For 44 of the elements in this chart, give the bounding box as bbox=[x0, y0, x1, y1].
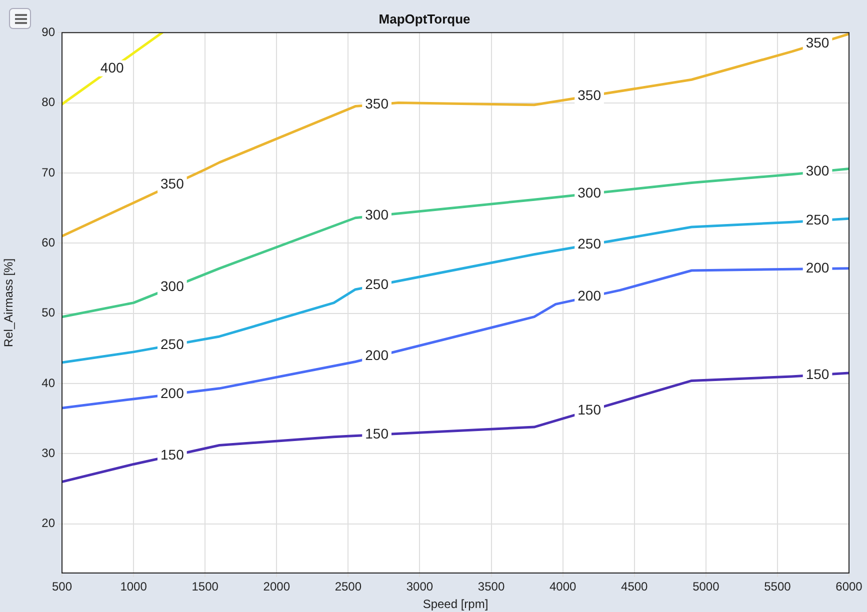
x-tick-label: 2500 bbox=[334, 580, 362, 594]
x-tick-label: 5000 bbox=[692, 580, 720, 594]
x-tick-label: 500 bbox=[52, 580, 72, 594]
text: 150 bbox=[578, 402, 601, 418]
text: 150 bbox=[365, 426, 388, 442]
y-tick-label: 60 bbox=[42, 235, 56, 250]
text: 200 bbox=[806, 260, 830, 276]
y-tick-label: 30 bbox=[42, 446, 56, 460]
x-axis-title: Speed [rpm] bbox=[422, 597, 488, 612]
x-tick-label: 4000 bbox=[549, 580, 576, 594]
series-label: 350 bbox=[365, 95, 389, 112]
x-tick-label: 2000 bbox=[263, 580, 290, 594]
series-label: 250 bbox=[806, 211, 830, 228]
text: 250 bbox=[160, 336, 184, 352]
series-label: 300 bbox=[806, 162, 830, 179]
x-tick-label: 1500 bbox=[192, 580, 219, 594]
x-tick-label: 3500 bbox=[478, 580, 505, 594]
text: 200 bbox=[578, 288, 601, 304]
x-tick-label: 5500 bbox=[764, 580, 792, 594]
x-tick-label: 4500 bbox=[621, 580, 648, 594]
text: 250 bbox=[578, 236, 601, 252]
text: 350 bbox=[160, 176, 184, 192]
text: 300 bbox=[160, 278, 184, 294]
y-tick-label: 80 bbox=[42, 95, 56, 110]
text: 250 bbox=[365, 276, 388, 292]
y-tick-label: 20 bbox=[42, 516, 56, 530]
y-axis-title: Rel_Airmass [%] bbox=[2, 258, 16, 348]
y-tick-label: 50 bbox=[42, 306, 56, 320]
x-tick-label: 1000 bbox=[120, 580, 148, 594]
text: 350 bbox=[806, 34, 830, 51]
y-tick-label: 70 bbox=[42, 165, 56, 180]
text: 300 bbox=[365, 206, 388, 223]
x-tick-label: 3000 bbox=[406, 580, 434, 594]
series-label: 400 bbox=[100, 59, 124, 76]
text: 300 bbox=[578, 184, 601, 201]
text: 350 bbox=[578, 86, 601, 103]
series-label: 150 bbox=[806, 366, 830, 382]
y-tick-label: 40 bbox=[42, 376, 56, 390]
chart-title: MapOptTorque bbox=[378, 11, 470, 26]
text: 200 bbox=[365, 347, 388, 364]
y-tick-label: 90 bbox=[42, 24, 56, 39]
series-label: 200 bbox=[160, 385, 184, 402]
x-tick-label: 6000 bbox=[836, 580, 863, 594]
text: 150 bbox=[160, 446, 184, 463]
